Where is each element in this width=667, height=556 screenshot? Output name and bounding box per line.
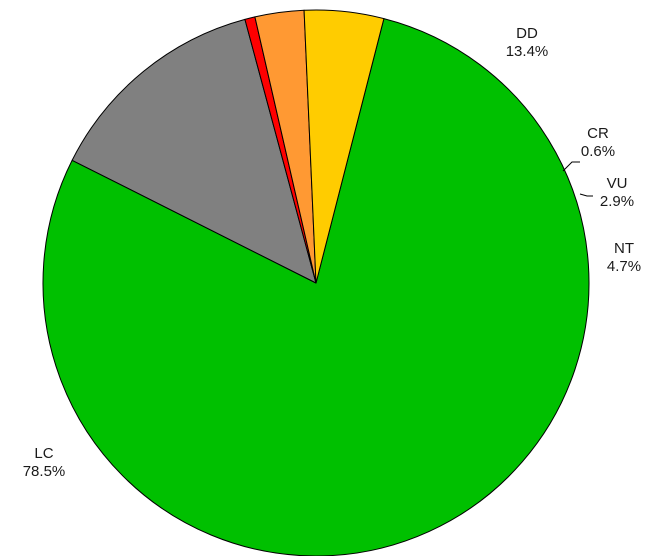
- slice-percent-vu: 2.9%: [600, 193, 634, 210]
- leader-line-cr: [562, 161, 580, 172]
- slice-percent-dd: 13.4%: [506, 43, 549, 60]
- slice-percent-lc: 78.5%: [23, 463, 66, 480]
- slice-labels: LC 78.5% DD 13.4% CR 0.6% VU 2.9% NT 4.7%: [23, 25, 641, 480]
- slice-category-nt: NT: [614, 240, 634, 257]
- pie-slice-dd: [71, 18, 317, 284]
- slice-label-vu: VU 2.9%: [600, 175, 634, 210]
- pie-slice-lc: [42, 18, 590, 556]
- slice-category-dd: DD: [516, 25, 538, 42]
- slice-percent-nt: 4.7%: [607, 258, 641, 275]
- slice-label-lc: LC 78.5%: [23, 445, 66, 480]
- slice-percent-cr: 0.6%: [581, 143, 615, 160]
- slice-label-cr: CR 0.6%: [581, 125, 615, 160]
- slice-category-lc: LC: [34, 445, 53, 462]
- leader-line-vu: [579, 193, 593, 197]
- slice-category-cr: CR: [587, 125, 609, 142]
- label-leader-lines: [562, 161, 593, 197]
- pie-slices: [42, 9, 590, 556]
- slice-label-dd: DD 13.4%: [506, 25, 549, 60]
- pie-slice-nt: [303, 9, 385, 284]
- slice-label-nt: NT 4.7%: [607, 240, 641, 275]
- slice-category-vu: VU: [607, 175, 628, 192]
